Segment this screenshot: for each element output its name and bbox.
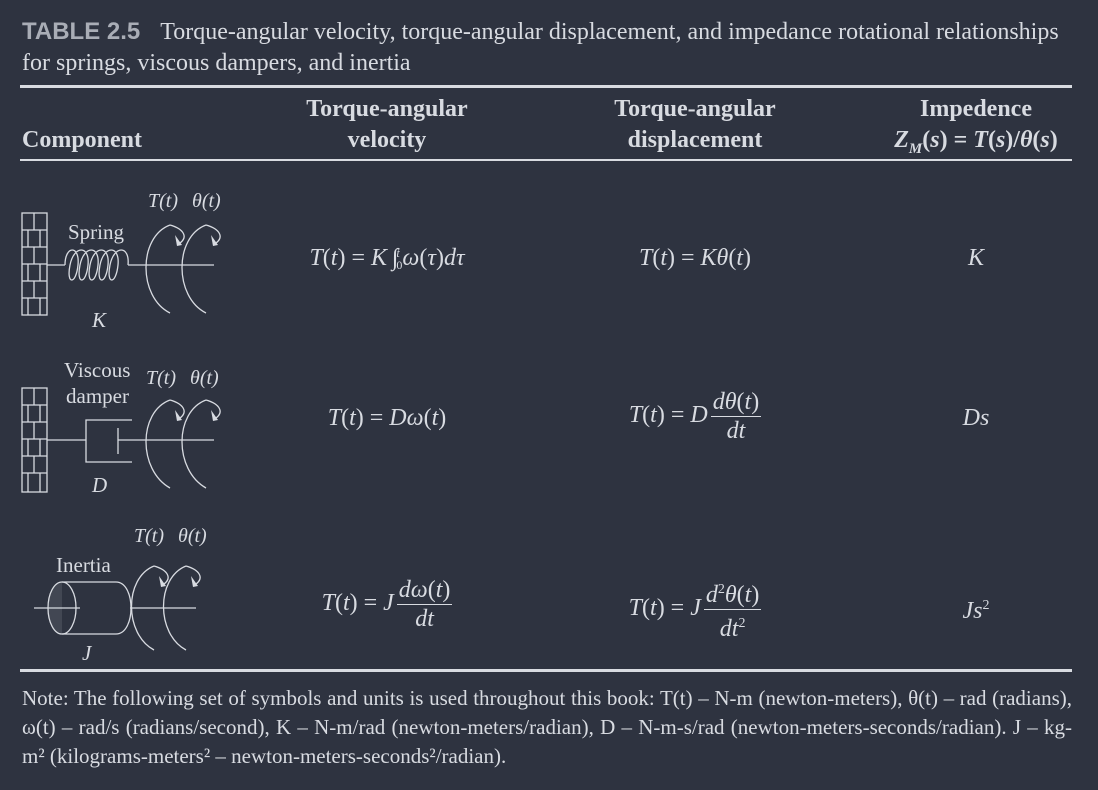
inertia-angle-label: θ(t): [178, 525, 207, 547]
spring-label: Spring: [68, 220, 125, 244]
inertia-label: Inertia: [56, 553, 111, 577]
spring-impedance: K: [967, 245, 984, 271]
inertia-constant-label: J: [82, 641, 93, 665]
spring-constant-label: K: [91, 308, 107, 332]
header-impedance: Impedence ZM(s) = T(s)/θ(s): [860, 94, 1092, 165]
damper-constant-label: D: [91, 473, 107, 497]
damper-impedance: Ds: [962, 405, 990, 431]
inertia-torque-label: T(t): [134, 525, 164, 547]
header-impedance-line1: Impedence: [920, 96, 1032, 122]
header-displacement-line1: Torque-angular: [614, 96, 776, 122]
caption-text: Torque-angular velocity, torque-angular …: [22, 19, 1059, 76]
damper-velocity-formula: T(t) = Dω(t): [327, 405, 447, 431]
header-displacement-line2: displacement: [627, 127, 763, 153]
header-velocity: Torque-angular velocity: [260, 94, 514, 156]
table-note: Note: The following set of symbols and u…: [22, 684, 1072, 771]
table-caption: TABLE 2.5 Torque-angular velocity, torque…: [22, 16, 1082, 79]
note-text: The following set of symbols and units i…: [22, 686, 1072, 768]
table-label: TABLE 2.5: [22, 18, 141, 45]
spring-velocity-formula: T(t) = K ∫t 0ω(τ)dτ: [309, 245, 465, 273]
header-velocity-line2: velocity: [347, 127, 427, 153]
spring-displacement-formula: T(t) = Kθ(t): [638, 245, 752, 271]
header-component: Component: [22, 127, 143, 153]
header-displacement: Torque-angular displacement: [568, 94, 822, 156]
bottom-rule: [20, 669, 1072, 672]
inertia-impedance-value: Js: [962, 598, 983, 624]
inertia-diagram: T(t) θ(t) Inertia J: [34, 525, 207, 665]
damper-torque-label: T(t): [146, 367, 176, 389]
damper-angle-label: θ(t): [190, 367, 219, 389]
damper-label-line2: damper: [66, 384, 129, 408]
header-rule: [20, 159, 1072, 161]
header-impedance-formula: ZM(s) = T(s)/θ(s): [894, 127, 1058, 157]
header-velocity-line1: Torque-angular: [306, 96, 468, 122]
note-prefix: Note:: [22, 686, 69, 710]
spring-diagram: T(t) θ(t) Spring K: [21, 190, 221, 332]
spring-torque-label: T(t): [148, 190, 178, 212]
damper-label-line1: Viscous: [64, 358, 130, 382]
inertia-impedance: Js2: [962, 598, 990, 624]
spring-angle-label: θ(t): [192, 190, 221, 212]
damper-diagram: T(t) θ(t) Viscous damper D: [21, 358, 221, 497]
top-rule: [20, 85, 1072, 88]
